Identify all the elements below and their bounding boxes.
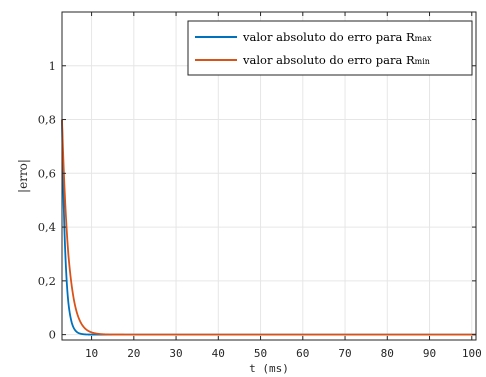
y-tick-label: 0,2 <box>38 274 56 288</box>
x-tick-label: 100 <box>462 347 482 360</box>
x-tick-label: 10 <box>85 347 98 360</box>
x-tick-label: 60 <box>296 347 309 360</box>
x-tick-label: 50 <box>254 347 267 360</box>
y-tick-label: 0,8 <box>38 113 56 127</box>
legend-box <box>187 20 473 76</box>
y-tick-label: 0 <box>49 328 56 342</box>
ticks: 10 20 30 40 50 60 70 80 90 100 0 0,2 0,4 0,6 0,8 1 <box>38 12 482 360</box>
legend-label-max: valor absoluto do erro para Rmax <box>242 30 432 44</box>
y-tick-label: 0,4 <box>38 220 56 234</box>
y-axis-label: |erro| <box>16 159 30 193</box>
y-tick-label: 1 <box>49 59 56 73</box>
x-tick-label: 40 <box>212 347 225 360</box>
x-axis-label: t (ms) <box>249 362 289 375</box>
series-group <box>61 118 476 336</box>
x-tick-label: 70 <box>338 347 351 360</box>
plot-frame <box>61 11 477 341</box>
legend-subscript: max <box>415 34 432 43</box>
legend-subscript: min <box>415 57 430 66</box>
x-tick-label: 30 <box>169 347 182 360</box>
series-line-min <box>61 118 476 336</box>
legend: valor absoluto do erro para Rmax valor ab… <box>187 20 473 76</box>
y-tick-label: 0,6 <box>38 166 56 180</box>
x-tick-label: 80 <box>381 347 394 360</box>
x-tick-label: 20 <box>127 347 140 360</box>
x-tick-label: 90 <box>423 347 436 360</box>
legend-label-min: valor absoluto do erro para Rmin <box>242 53 430 67</box>
